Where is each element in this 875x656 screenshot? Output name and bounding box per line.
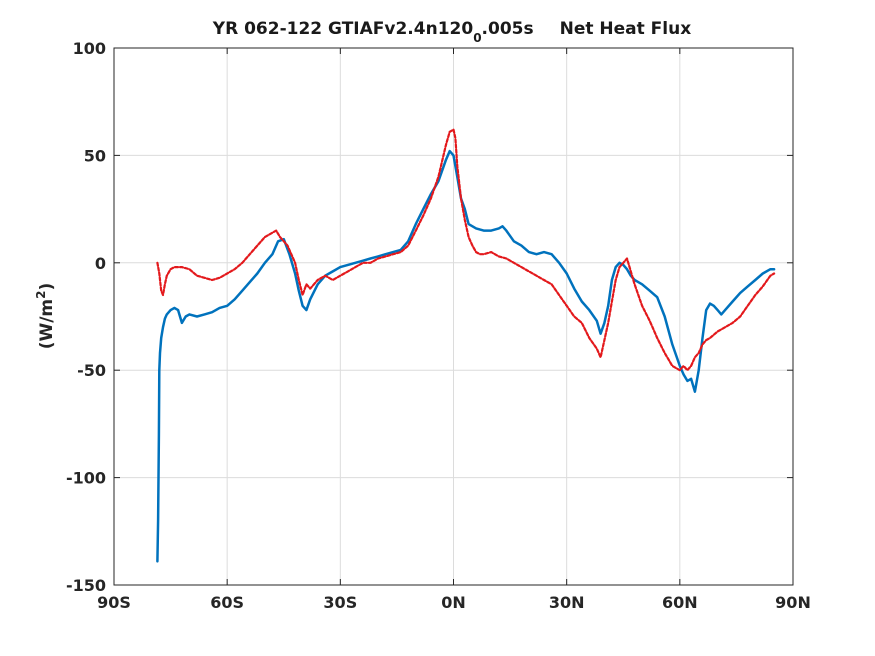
y-tick-label: -150 (66, 576, 106, 595)
chart-title-subscript: 0 (473, 31, 481, 45)
chart-title: YR 062-122 GTIAFv2.4n1200.005s Net Heat F… (212, 19, 691, 45)
y-tick-label: -100 (66, 469, 106, 488)
chart-title-right: Net Heat Flux (560, 19, 692, 39)
x-tick-label: 30N (549, 593, 585, 612)
data-series (156, 128, 776, 563)
y-tick-label: 0 (95, 254, 106, 273)
x-tick-label: 90S (97, 593, 131, 612)
y-axis-label-sup: 2 (34, 290, 48, 298)
y-axis-label-suffix: ) (37, 283, 57, 291)
x-tick-label: 90N (775, 593, 811, 612)
y-axis-label-prefix: (W/m (37, 299, 57, 349)
x-tick-label: 60N (662, 593, 698, 612)
chart-title-main: YR 062-122 GTIAFv2.4n120 (212, 19, 474, 39)
series-line-2 (156, 128, 776, 372)
y-tick-label: 100 (73, 39, 106, 58)
y-tick-label: -50 (77, 361, 106, 380)
x-tick-label: 30S (323, 593, 357, 612)
x-tick-label: 60S (210, 593, 244, 612)
y-tick-label: 50 (84, 146, 106, 165)
x-tick-label: 0N (441, 593, 466, 612)
y-axis-label: (W/m2) (34, 283, 57, 350)
axis-ticks: 90S 60S 30S 0N 30N 60N 90N -150 -100 -50 0 50 100 (66, 39, 811, 612)
chart-title-suffix: .005s (482, 19, 534, 39)
